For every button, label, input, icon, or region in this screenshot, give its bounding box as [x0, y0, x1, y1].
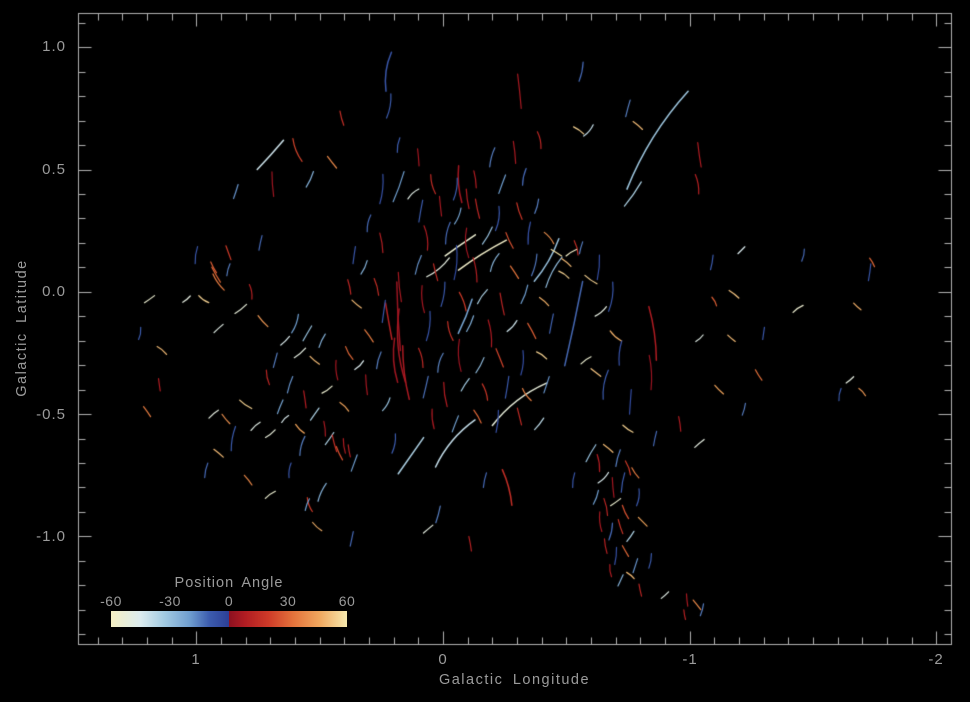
- colorbar-tick-label: 0: [224, 593, 234, 609]
- x-tick-label: -2: [928, 651, 944, 668]
- colorbar-title: Position Angle: [174, 575, 284, 591]
- x-axis-title: Galactic Longitude: [438, 672, 591, 688]
- colorbar-tick-label: 30: [279, 593, 297, 609]
- colorbar-tick-label: 60: [338, 593, 356, 609]
- colorbar-gradient: [111, 611, 347, 627]
- y-tick-label: 0.0: [42, 283, 66, 300]
- colorbar-tick-label: -60: [100, 593, 122, 609]
- x-tick-label: 0: [438, 651, 448, 668]
- y-tick-label: 1.0: [42, 38, 66, 55]
- y-tick-label: -1.0: [36, 528, 66, 545]
- x-tick-label: 1: [191, 651, 201, 668]
- y-tick-label: -0.5: [36, 406, 66, 423]
- colorbar-tick-label: -30: [159, 593, 181, 609]
- x-tick-label: -1: [682, 651, 698, 668]
- y-tick-label: 0.5: [42, 161, 66, 178]
- y-axis-title: Galactic Latitude: [14, 259, 30, 397]
